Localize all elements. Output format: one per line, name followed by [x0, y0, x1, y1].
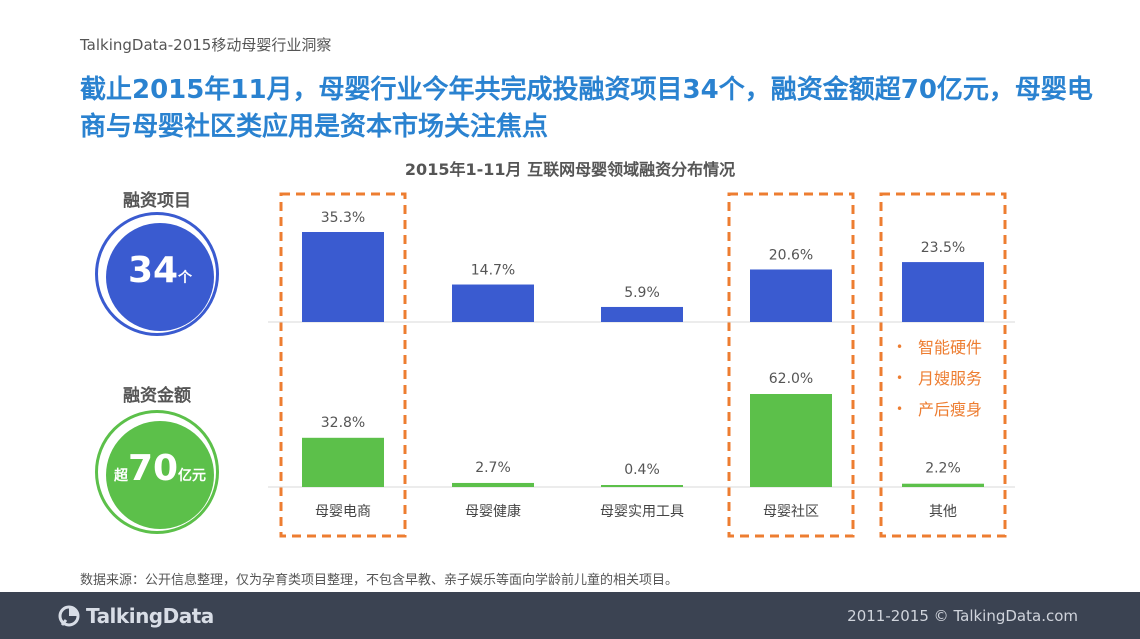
amount-share-bar	[452, 482, 534, 487]
highlight-box	[279, 192, 407, 538]
funding-bar-chart: 35.3% 32.8% 母婴电商 14.7% 2.7% 母婴健康 5.9% 0.4% 母婴实用工…	[268, 192, 1015, 538]
amount-value: 70	[127, 448, 179, 489]
category-label: 母婴健康	[465, 503, 521, 520]
project-share-label: 20.6%	[769, 247, 813, 263]
footer-bar: TalkingData 2011-2015 © TalkingData.com	[0, 592, 1140, 639]
other-notes-list: 智能硬件 月嫂服务 产后瘦身	[896, 332, 982, 425]
amount-share-bar	[302, 437, 384, 487]
projects-kpi-circle: 34 个	[95, 212, 219, 336]
category-label: 母婴社区	[763, 504, 819, 520]
highlight-box	[727, 192, 855, 538]
category-label: 其他	[929, 504, 957, 520]
footer-logo: TalkingData	[58, 604, 214, 628]
talkingdata-logo-icon	[58, 605, 80, 627]
project-share-bar	[750, 269, 832, 322]
project-share-label: 14.7%	[471, 263, 515, 279]
project-share-bar	[902, 262, 984, 322]
amount-share-label: 32.8%	[321, 415, 365, 431]
amount-share-bar	[601, 485, 683, 487]
other-note-item: 产后瘦身	[896, 394, 982, 425]
highlight-box	[879, 192, 1007, 538]
projects-unit: 个	[178, 270, 193, 286]
projects-value: 34	[127, 250, 179, 291]
amount-unit: 亿元	[178, 468, 207, 484]
project-share-label: 35.3%	[321, 210, 365, 226]
amount-share-label: 62.0%	[769, 371, 813, 387]
projects-label: 融资项目	[123, 191, 191, 211]
amount-share-bar	[902, 483, 984, 487]
other-note-item: 月嫂服务	[896, 363, 982, 394]
report-label: TalkingData-2015移动母婴行业洞察	[80, 36, 332, 54]
project-share-bar	[302, 232, 384, 322]
project-share-label: 5.9%	[624, 285, 660, 301]
source-note: 数据来源：公开信息整理，仅为孕育类项目整理，不包含早教、亲子娱乐等面向学龄前儿童…	[80, 573, 679, 588]
project-share-bar	[601, 306, 683, 322]
other-note-item: 智能硬件	[896, 332, 982, 363]
footer-logo-text: TalkingData	[86, 604, 214, 628]
headline: 截止2015年11月，母婴行业今年共完成投融资项目34个，融资金额超70亿元，母…	[80, 75, 1093, 142]
amount-share-label: 2.2%	[925, 461, 961, 477]
project-share-label: 23.5%	[921, 240, 965, 256]
amount-prefix: 超	[113, 468, 128, 484]
amount-share-label: 2.7%	[475, 460, 511, 476]
amount-label: 融资金额	[123, 386, 191, 406]
category-label: 母婴实用工具	[600, 504, 684, 520]
category-label: 母婴电商	[315, 504, 371, 520]
amount-share-label: 0.4%	[624, 462, 660, 478]
project-share-bar	[452, 284, 534, 322]
chart-title: 2015年1-11月 互联网母婴领域融资分布情况	[404, 160, 736, 179]
amount-kpi-circle: 超 70 亿元	[95, 410, 219, 534]
amount-share-bar	[750, 394, 832, 487]
footer-copyright: 2011-2015 © TalkingData.com	[847, 607, 1078, 625]
